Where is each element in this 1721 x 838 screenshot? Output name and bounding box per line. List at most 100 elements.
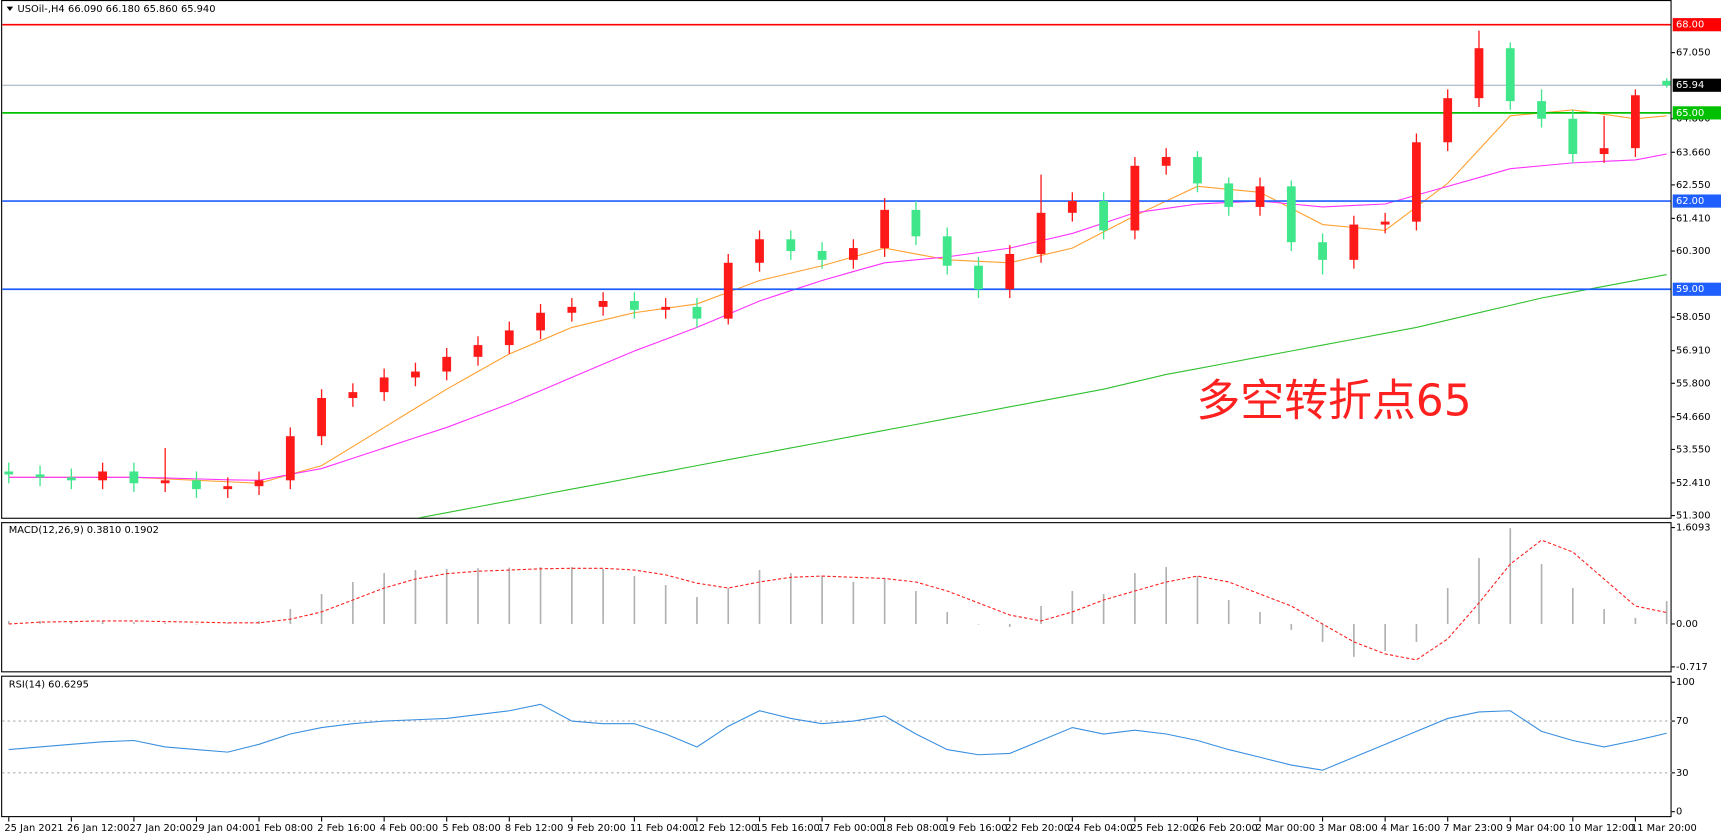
- rsi-label: RSI(14) 60.6295: [9, 679, 89, 690]
- macd-bar: [1227, 600, 1230, 624]
- macd-bar: [664, 585, 667, 624]
- macd-bar: [571, 567, 573, 624]
- x-tick-label: 4 Mar 16:00: [1381, 823, 1441, 834]
- candle-body: [1380, 221, 1390, 225]
- x-tick-label: 25 Jan 2021: [4, 823, 63, 834]
- x-tick-label: 9 Feb 20:00: [567, 823, 625, 834]
- macd-bar: [7, 620, 10, 624]
- y-tick-label: 55.800: [1676, 378, 1711, 389]
- candle-body: [1662, 80, 1671, 86]
- candle-body: [285, 436, 295, 481]
- candle-body: [1537, 101, 1546, 119]
- level-box: [1672, 282, 1721, 296]
- candle-body: [755, 239, 764, 263]
- macd-bar: [1259, 611, 1261, 624]
- candle-body: [1474, 48, 1484, 99]
- macd-bar: [1008, 623, 1011, 627]
- x-tick-label: 10 Mar 12:00: [1568, 823, 1634, 834]
- macd-bar: [289, 608, 292, 624]
- macd-bar: [1540, 564, 1543, 624]
- candle-body: [4, 471, 14, 475]
- y-tick-label: 1.6093: [1676, 523, 1711, 534]
- x-tick-label: 27 Jan 20:00: [130, 823, 192, 834]
- x-tick-label: 18 Feb 08:00: [880, 823, 945, 834]
- macd-bar: [70, 620, 73, 624]
- y-tick-label: 63.660: [1676, 147, 1711, 158]
- macd-bar: [1384, 623, 1386, 651]
- x-tick-label: 2 Mar 00:00: [1256, 823, 1316, 834]
- macd-bar: [696, 597, 698, 624]
- candle-body: [66, 477, 76, 481]
- candle-body: [1193, 156, 1202, 184]
- macd-bar: [1040, 605, 1042, 624]
- candle-body: [348, 392, 358, 399]
- annotation: 多空转折点65: [1196, 376, 1471, 427]
- macd-bar: [977, 623, 980, 625]
- x-tick-label: 29 Jan 04:00: [192, 823, 254, 834]
- candle-body: [536, 312, 545, 331]
- x-tick-label: 15 Feb 16:00: [755, 823, 820, 834]
- macd-bar: [414, 570, 417, 624]
- candle-body: [442, 356, 452, 372]
- candle-body: [411, 371, 420, 378]
- candle-body: [786, 239, 796, 252]
- rsi-line: [8, 703, 1667, 771]
- y-tick-label: 0.00: [1676, 619, 1698, 630]
- x-tick-label: 26 Jan 12:00: [67, 823, 129, 834]
- x-tick-label: 5 Feb 08:00: [442, 823, 500, 834]
- candle-body: [98, 471, 108, 481]
- candle-body: [1286, 186, 1296, 243]
- candle-body: [848, 248, 858, 260]
- x-tick-label: 9 Mar 04:00: [1506, 823, 1566, 834]
- macd-bar: [164, 622, 167, 624]
- macd-bar: [915, 591, 917, 624]
- macd-bar: [1509, 528, 1512, 624]
- macd-panel: [1, 522, 1672, 673]
- macd-bar: [445, 568, 448, 624]
- candle-body: [1630, 95, 1640, 149]
- candle-body: [192, 480, 201, 490]
- macd-bar: [133, 622, 135, 624]
- macd-bar: [1572, 588, 1574, 624]
- y-tick-label: -0.717: [1676, 662, 1708, 673]
- y-tick-label: 0: [1676, 807, 1682, 818]
- candle-body: [160, 480, 170, 484]
- level-box: [1672, 106, 1721, 120]
- signal-line: [8, 539, 1667, 661]
- candle-body: [317, 398, 326, 437]
- macd-bar: [1290, 623, 1293, 630]
- macd-bar: [1071, 591, 1074, 624]
- macd-bar: [727, 588, 730, 624]
- y-tick-label: 54.660: [1676, 412, 1711, 423]
- level-label: 65.00: [1676, 108, 1704, 119]
- y-tick-label: 60.300: [1676, 246, 1711, 257]
- candle-body: [817, 251, 827, 260]
- candle-body: [254, 480, 264, 487]
- macd-bar: [1321, 623, 1324, 642]
- x-tick-label: 4 Feb 00:00: [380, 823, 438, 834]
- candle-body: [1067, 201, 1077, 213]
- ohlc-label: 66.090 66.180 65.860 65.940: [68, 4, 215, 15]
- candle-body: [1318, 242, 1327, 260]
- macd-bar: [758, 570, 761, 624]
- macd-bar: [1165, 567, 1167, 624]
- candle-body: [504, 330, 514, 346]
- candle-body: [692, 306, 702, 319]
- candle-body: [1099, 201, 1109, 231]
- y-tick-label: 53.550: [1676, 444, 1711, 455]
- current-price-label: 65.94: [1676, 80, 1704, 91]
- x-tick-label: 26 Feb 20:00: [1193, 823, 1258, 834]
- macd-bar: [383, 573, 385, 624]
- price-plot: [2, 23, 1671, 518]
- candle-body: [723, 262, 733, 319]
- macd-bar: [320, 594, 323, 624]
- y-tick-label: 62.550: [1676, 180, 1711, 191]
- menu-arrow[interactable]: [6, 6, 14, 11]
- candle-body: [1224, 183, 1234, 207]
- y-tick-label: 67.050: [1676, 48, 1711, 59]
- level-label: 62.00: [1676, 196, 1704, 207]
- y-tick-label: 100: [1676, 677, 1695, 688]
- candle-body: [661, 306, 671, 310]
- candle-body: [223, 486, 233, 490]
